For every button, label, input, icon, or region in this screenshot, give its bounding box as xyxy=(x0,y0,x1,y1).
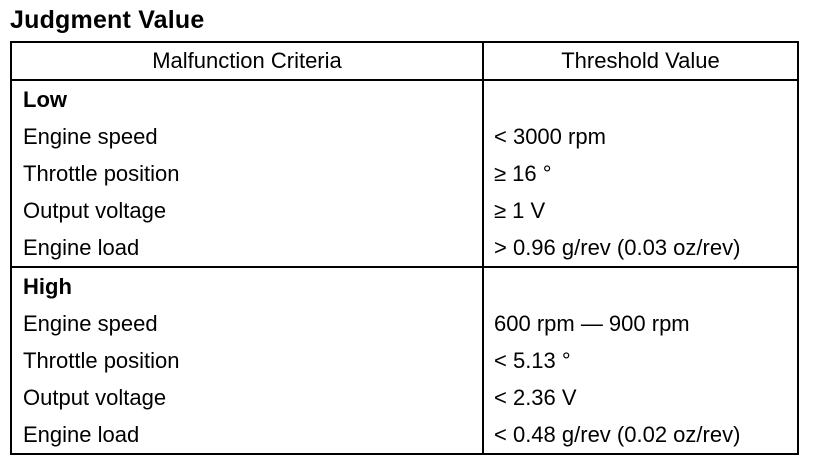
header-malfunction-criteria: Malfunction Criteria xyxy=(10,41,484,81)
table-row: Engine speed 600 rpm — 900 rpm xyxy=(10,305,799,342)
criteria-cell: Engine speed xyxy=(10,118,484,155)
threshold-cell: ≥ 1 V xyxy=(482,192,799,229)
threshold-cell: < 5.13 ° xyxy=(482,342,799,379)
table-row: Throttle position ≥ 16 ° xyxy=(10,155,799,192)
table-row: Engine load < 0.48 g/rev (0.02 oz/rev) xyxy=(10,416,799,455)
criteria-cell: Engine speed xyxy=(10,305,484,342)
threshold-cell: > 0.96 g/rev (0.03 oz/rev) xyxy=(482,229,799,268)
table-row: Engine speed < 3000 rpm xyxy=(10,118,799,155)
header-threshold-value: Threshold Value xyxy=(482,41,799,81)
group-value-empty xyxy=(482,267,799,305)
judgment-value-table: Malfunction Criteria Threshold Value Low… xyxy=(10,41,799,455)
page-title: Judgment Value xyxy=(10,6,205,34)
criteria-cell: Engine load xyxy=(10,416,484,455)
group-row-low: Low xyxy=(10,80,799,118)
threshold-cell: < 3000 rpm xyxy=(482,118,799,155)
table-row: Engine load > 0.96 g/rev (0.03 oz/rev) xyxy=(10,229,799,268)
group-row-high: High xyxy=(10,267,799,305)
table-row: Throttle position < 5.13 ° xyxy=(10,342,799,379)
table-row: Output voltage ≥ 1 V xyxy=(10,192,799,229)
criteria-cell: Throttle position xyxy=(10,342,484,379)
criteria-cell: Output voltage xyxy=(10,192,484,229)
threshold-cell: ≥ 16 ° xyxy=(482,155,799,192)
criteria-cell: Output voltage xyxy=(10,379,484,416)
criteria-cell: Throttle position xyxy=(10,155,484,192)
table-row: Output voltage < 2.36 V xyxy=(10,379,799,416)
group-label-high: High xyxy=(10,267,484,305)
threshold-cell: 600 rpm — 900 rpm xyxy=(482,305,799,342)
group-label-low: Low xyxy=(10,80,484,118)
threshold-cell: < 2.36 V xyxy=(482,379,799,416)
criteria-cell: Engine load xyxy=(10,229,484,268)
group-value-empty xyxy=(482,80,799,118)
threshold-cell: < 0.48 g/rev (0.02 oz/rev) xyxy=(482,416,799,455)
table-header-row: Malfunction Criteria Threshold Value xyxy=(10,41,799,81)
